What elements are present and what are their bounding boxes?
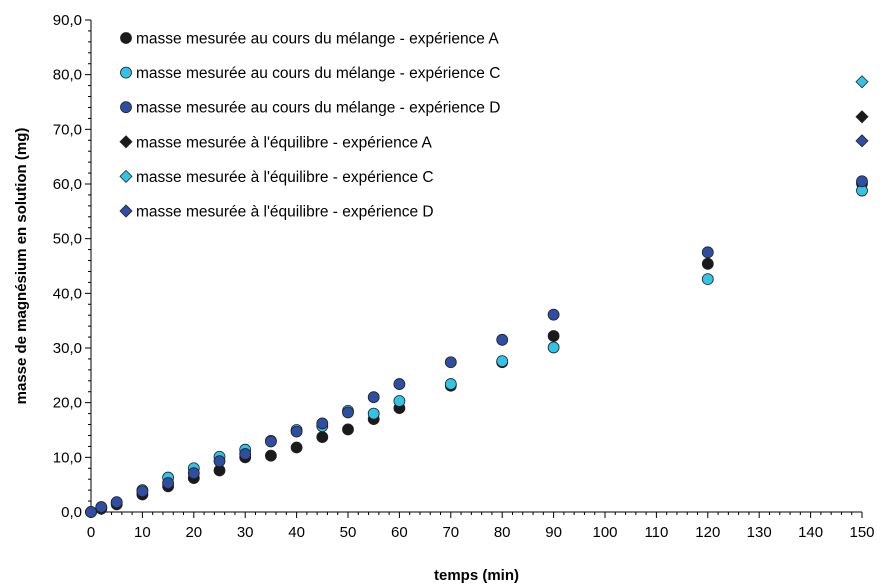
x-tick-label: 20 [185, 524, 202, 541]
data-point [701, 257, 714, 270]
legend-label: masse mesurée à l'équilibre - expérience… [136, 204, 434, 221]
x-tick-label: 70 [442, 524, 459, 541]
data-point [264, 435, 277, 448]
data-point [264, 449, 277, 462]
y-tick-label: 60,0 [53, 176, 82, 193]
data-point [162, 477, 175, 489]
legend-item: masse mesurée à l'équilibre - expérience… [119, 134, 433, 151]
series-4 [855, 110, 869, 124]
data-point [187, 467, 200, 480]
legend-label: masse mesurée à l'équilibre - expérience… [136, 169, 434, 186]
data-point [547, 308, 560, 321]
data-point [95, 501, 108, 513]
data-point [342, 406, 354, 419]
legend-marker [120, 32, 132, 44]
x-tick-label: 140 [798, 524, 823, 541]
ticks [85, 19, 863, 518]
x-tick-label: 0 [87, 524, 95, 541]
data-point [367, 407, 380, 420]
y-tick-label: 40,0 [53, 285, 82, 302]
data-point [85, 506, 97, 518]
data-point [290, 425, 303, 438]
data-point [342, 423, 354, 436]
legend-item: masse mesurée à l'équilibre - expérience… [119, 204, 434, 221]
y-tick-label: 30,0 [53, 340, 82, 357]
legend-label: masse mesurée au cours du mélange - expé… [136, 100, 500, 117]
legend-label: masse mesurée au cours du mélange - expé… [136, 65, 500, 82]
legend-item: masse mesurée à l'équilibre - expérience… [119, 169, 434, 186]
y-tick-label: 70,0 [53, 121, 82, 138]
x-tick-label: 30 [237, 524, 254, 541]
y-tick-label: 10,0 [53, 449, 82, 466]
legend-marker [119, 169, 133, 183]
data-point [547, 330, 560, 342]
data-point [855, 75, 869, 89]
data-point [213, 455, 226, 468]
legend-item: masse mesurée au cours du mélange - expé… [120, 65, 500, 82]
x-tick-label: 90 [545, 524, 562, 541]
series-3 [85, 175, 868, 518]
x-tick-label: 100 [592, 524, 617, 541]
series-2 [85, 184, 868, 518]
x-tick-label: 80 [494, 524, 511, 541]
x-tick-label: 10 [134, 524, 151, 541]
legend-label: masse mesurée à l'équilibre - expérience… [136, 134, 433, 151]
axes [90, 20, 862, 513]
data-point [316, 417, 329, 430]
data-point [367, 391, 380, 404]
x-tick-label: 60 [391, 524, 408, 541]
y-tick-label: 0,0 [61, 504, 82, 521]
legend-item: masse mesurée au cours du mélange - expé… [120, 100, 500, 117]
y-tick-label: 50,0 [53, 231, 82, 248]
y-tick-label: 90,0 [53, 12, 82, 29]
data-point [496, 355, 509, 368]
data-point [393, 378, 406, 390]
tick-labels: 0,0 10,0 20,0 30,0 40,0 50,0 60,0 70,0 80,0 90,0 0… [53, 12, 875, 541]
data-point [136, 485, 149, 498]
data-point [496, 333, 509, 346]
legend-marker [119, 135, 133, 149]
data-point [701, 246, 714, 259]
series-5 [855, 75, 869, 89]
legend-label: masse mesurée au cours du mélange - expé… [136, 31, 499, 48]
data-point [239, 448, 252, 460]
y-tick-label: 80,0 [53, 67, 82, 84]
data-points [85, 75, 869, 518]
x-tick-label: 150 [849, 524, 874, 541]
data-point [393, 395, 406, 407]
legend-marker [119, 204, 133, 218]
series-1 [85, 177, 868, 518]
y-tick-label: 20,0 [53, 395, 82, 412]
x-tick-label: 130 [747, 524, 772, 541]
legend-item: masse mesurée au cours du mélange - expé… [120, 31, 499, 48]
x-axis-title: temps (min) [434, 567, 519, 584]
data-point [290, 441, 303, 454]
legend: masse mesurée au cours du mélange - expé… [119, 31, 500, 221]
x-tick-label: 50 [340, 524, 357, 541]
data-point [856, 175, 868, 188]
series-6 [855, 134, 869, 148]
data-point [855, 134, 869, 148]
y-axis-title: masse de magnésium en solution (mg) [13, 128, 30, 405]
x-tick-label: 120 [695, 524, 720, 541]
data-point [547, 341, 560, 354]
legend-marker [120, 101, 132, 114]
data-point [855, 110, 869, 124]
data-point [316, 431, 329, 444]
data-point [444, 378, 457, 390]
x-tick-label: 40 [288, 524, 305, 541]
data-point [701, 273, 714, 286]
legend-marker [120, 66, 132, 79]
data-point [110, 496, 123, 509]
x-tick-label: 110 [644, 524, 668, 541]
data-point [444, 356, 457, 369]
